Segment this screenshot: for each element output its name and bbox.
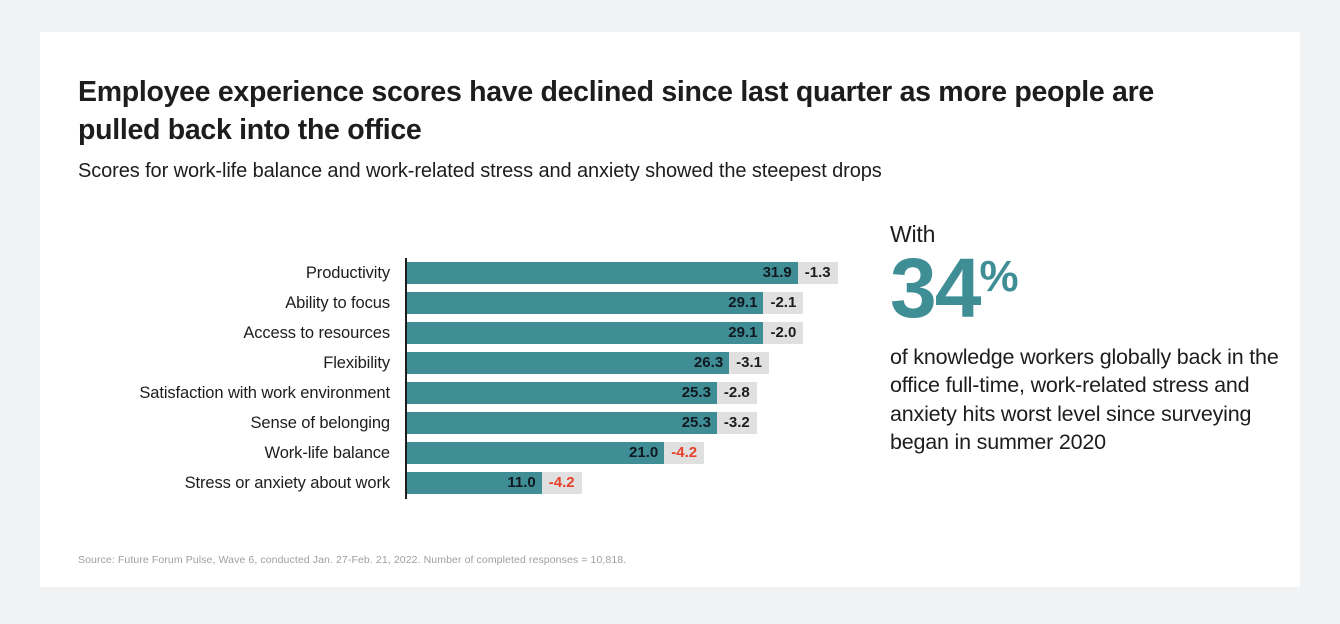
bar: 11.0 [407,472,542,494]
bar: 29.1 [407,292,764,314]
source-note: Source: Future Forum Pulse, Wave 6, cond… [78,554,627,566]
bar-row: Sense of belonging 25.3 -3.2 [40,412,870,434]
bar: 25.3 [407,382,717,404]
bar: 26.3 [407,352,730,374]
bar-change-badge: -2.0 [763,322,804,344]
bar-value-label: 11.0 [507,474,536,491]
bar-value-label: 21.0 [629,444,659,461]
bar-row: Access to resources 29.1 -2.0 [40,322,870,344]
bar-change-badge: -4.2 [541,472,582,494]
bar-value-label: 29.1 [728,324,758,341]
bar-category-label: Work-life balance [264,444,391,462]
bar-row: Work-life balance 21.0 -4.2 [40,442,870,464]
bar-row: Productivity 31.9 -1.3 [40,262,870,284]
page-title: Employee experience scores have declined… [78,76,1154,146]
bar-row: Satisfaction with work environment 25.3 -2… [40,382,870,404]
bar-category-label: Satisfaction with work environment [139,384,390,402]
callout-stat-unit: % [979,252,1018,302]
stat-callout: With 34% of knowledge workers globally b… [890,221,1290,457]
bar: 29.1 [407,322,764,344]
bar-change-badge: -4.2 [664,442,705,464]
bar-value-label: 25.3 [681,384,711,401]
callout-stat-number: 34 [890,241,981,336]
bar-change-badge: -3.2 [716,412,757,434]
value-axis-line [405,258,407,499]
bar-value-label: 29.1 [728,294,758,311]
bar: 31.9 [407,262,798,284]
bar-row: Stress or anxiety about work 11.0 -4.2 [40,472,870,494]
bar-change-badge: -2.8 [716,382,757,404]
bar-category-label: Ability to focus [285,294,390,312]
callout-lead: With [890,221,936,247]
bar-value-label: 26.3 [693,354,724,371]
bar-row: Flexibility 26.3 -3.1 [40,352,870,374]
bar-change-badge: -3.1 [729,352,770,374]
callout-body: of knowledge workers globally back in th… [890,345,1279,455]
bar-change-badge: -2.1 [763,292,804,314]
bar-value-label: 31.9 [762,264,792,281]
bar: 25.3 [407,412,717,434]
callout-stat: 34% [890,246,1290,330]
bar-category-label: Access to resources [243,324,390,342]
bar: 21.0 [407,442,665,464]
bar-row: Ability to focus 29.1 -2.1 [40,292,870,314]
page-subtitle: Scores for work-life balance and work-re… [78,160,882,182]
chart-card: Employee experience scores have declined… [40,32,1300,587]
bar-chart: Productivity 31.9 -1.3 Ability to focus 29.1… [40,228,870,513]
bar-value-label: 25.3 [681,414,711,431]
bar-change-badge: -1.3 [797,262,838,284]
bar-category-label: Sense of belonging [250,414,391,432]
bar-category-label: Flexibility [323,354,390,372]
bar-category-label: Stress or anxiety about work [184,474,390,492]
bar-category-label: Productivity [305,264,390,282]
